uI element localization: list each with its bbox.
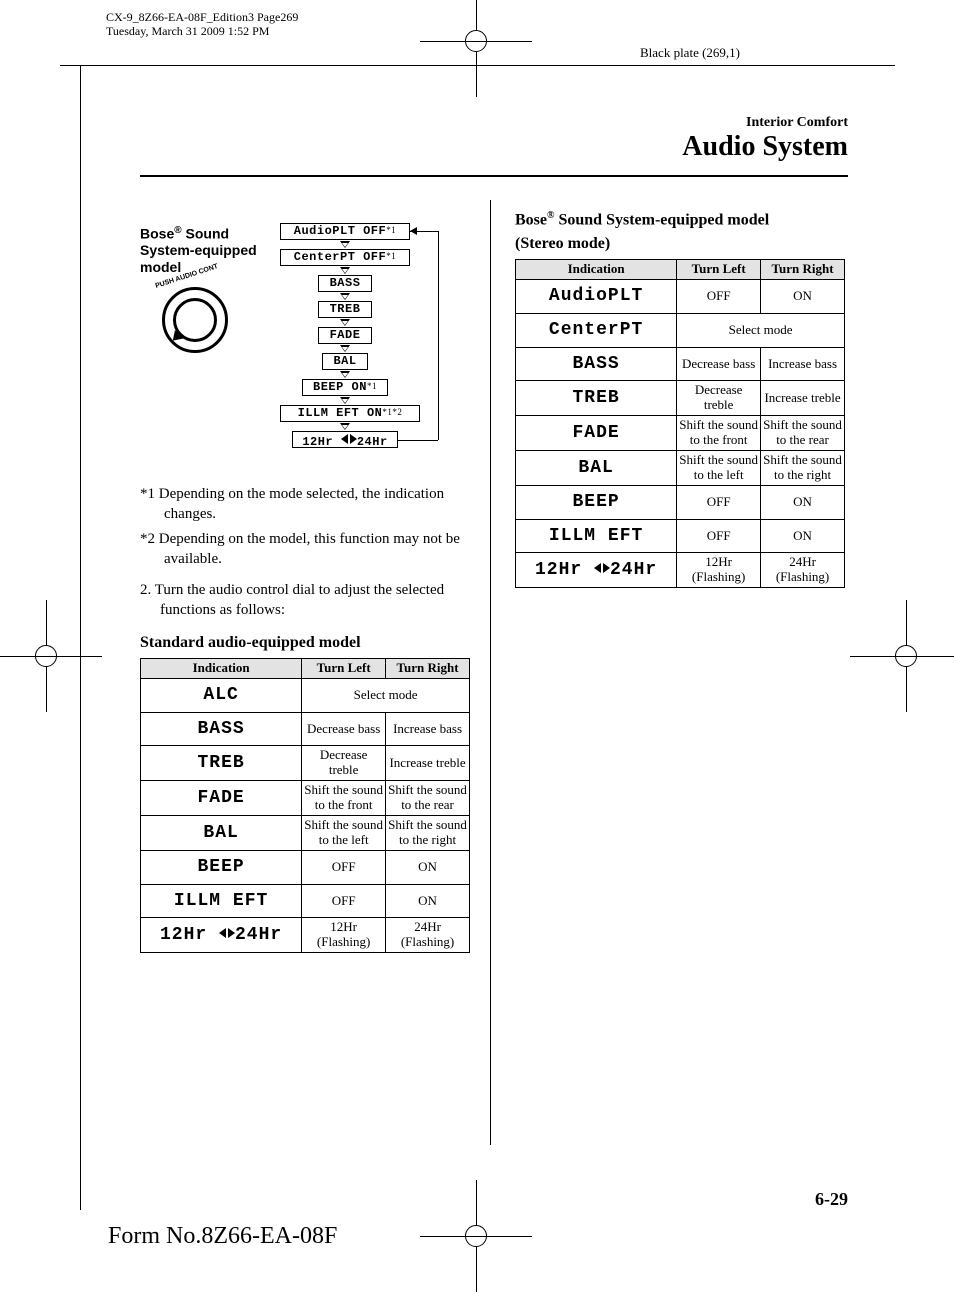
down-arrow-icon	[340, 267, 350, 274]
th-turn-right: Turn Right	[761, 260, 845, 280]
audio-dial-icon	[162, 287, 228, 353]
diagram: Bose® Sound System-equipped model PUSH A…	[140, 215, 470, 465]
table-row: ILLM EFTOFFON	[516, 519, 845, 553]
left-right-arrows-icon	[219, 926, 235, 940]
table-row: 12Hr 24Hr 12Hr (Flashing) 24Hr (Flashing…	[516, 553, 845, 588]
page-top-rule	[60, 65, 895, 66]
column-divider	[490, 200, 491, 1145]
black-plate: Black plate (269,1)	[640, 45, 740, 61]
left-right-arrows-icon	[594, 561, 610, 575]
footnote-1: *1 Depending on the mode selected, the i…	[164, 485, 470, 524]
menu-beep: BEEP ON*1	[302, 379, 388, 396]
right-table-heading1: Bose® Sound System-equipped model	[515, 210, 845, 229]
menu-centerpt: CenterPT OFF*1	[280, 249, 410, 266]
table-row: 12Hr 24Hr 12Hr (Flashing) 24Hr (Flashing…	[141, 918, 470, 953]
table-row: BEEPOFFON	[141, 850, 470, 884]
loop-arrow-icon	[410, 227, 417, 235]
register-mark-bottom	[460, 1220, 492, 1252]
meta-line1: CX-9_8Z66-EA-08F_Edition3 Page269	[106, 10, 298, 24]
standard-audio-table: Indication Turn Left Turn Right ALCSelec…	[140, 658, 470, 953]
menu-clock: 12Hr 24Hr	[292, 431, 398, 448]
table-row: TREBDecrease trebleIncrease treble	[516, 381, 845, 416]
connector	[438, 231, 439, 440]
clock-indication: 12Hr 24Hr	[516, 553, 677, 588]
connector	[398, 440, 438, 441]
table-row: ILLM EFTOFFON	[141, 884, 470, 918]
table-row: BASSDecrease bassIncrease bass	[141, 712, 470, 746]
table-row: BALShift the sound to the leftShift the …	[516, 451, 845, 486]
down-arrow-icon	[340, 371, 350, 378]
down-arrow-icon	[340, 241, 350, 248]
left-table-heading: Standard audio-equipped model	[140, 634, 470, 652]
menu-audioplt: AudioPLT OFF*1	[280, 223, 410, 240]
menu-fade: FADE	[318, 327, 372, 344]
menu-treb: TREB	[318, 301, 372, 318]
menu-bal: BAL	[322, 353, 368, 370]
table-row: BASSDecrease bassIncrease bass	[516, 347, 845, 381]
clock-indication: 12Hr 24Hr	[141, 918, 302, 953]
header-underline	[140, 175, 848, 177]
header-title: Audio System	[682, 131, 848, 163]
table-row: CenterPTSelect mode	[516, 313, 845, 347]
th-turn-left: Turn Left	[302, 659, 386, 679]
page-number: 6-29	[815, 1189, 848, 1210]
form-number: Form No.8Z66-EA-08F	[108, 1223, 337, 1250]
th-indication: Indication	[141, 659, 302, 679]
menu-bass: BASS	[318, 275, 372, 292]
table-row: BALShift the sound to the leftShift the …	[141, 816, 470, 851]
th-indication: Indication	[516, 260, 677, 280]
page-header: Interior Comfort Audio System	[682, 115, 848, 163]
down-arrow-icon	[340, 423, 350, 430]
print-meta: CX-9_8Z66-EA-08F_Edition3 Page269 Tuesda…	[106, 10, 298, 39]
th-turn-left: Turn Left	[677, 260, 761, 280]
right-table-heading2: (Stereo mode)	[515, 235, 845, 253]
menu-illm: ILLM EFT ON*1*2	[280, 405, 420, 422]
register-mark-top	[460, 25, 492, 57]
table-row: FADEShift the sound to the frontShift th…	[141, 781, 470, 816]
table-row: BEEPOFFON	[516, 485, 845, 519]
right-column: Bose® Sound System-equipped model (Stere…	[515, 210, 845, 588]
left-column: Bose® Sound System-equipped model PUSH A…	[140, 215, 470, 953]
register-mark-left	[30, 640, 62, 672]
down-arrow-icon	[340, 319, 350, 326]
down-arrow-icon	[340, 345, 350, 352]
down-arrow-icon	[340, 293, 350, 300]
step-2: 2. Turn the audio control dial to adjust…	[160, 581, 470, 620]
meta-line2: Tuesday, March 31 2009 1:52 PM	[106, 24, 298, 38]
footnote-2: *2 Depending on the model, this function…	[164, 530, 470, 569]
th-turn-right: Turn Right	[386, 659, 470, 679]
register-mark-right	[890, 640, 922, 672]
table-row: FADEShift the sound to the frontShift th…	[516, 416, 845, 451]
table-row: AudioPLTOFFON	[516, 280, 845, 314]
header-section: Interior Comfort	[682, 115, 848, 131]
bose-audio-table: Indication Turn Left Turn Right AudioPLT…	[515, 259, 845, 588]
table-row: TREBDecrease trebleIncrease treble	[141, 746, 470, 781]
table-row: ALCSelect mode	[141, 678, 470, 712]
page-left-rule	[80, 65, 81, 1210]
down-arrow-icon	[340, 397, 350, 404]
